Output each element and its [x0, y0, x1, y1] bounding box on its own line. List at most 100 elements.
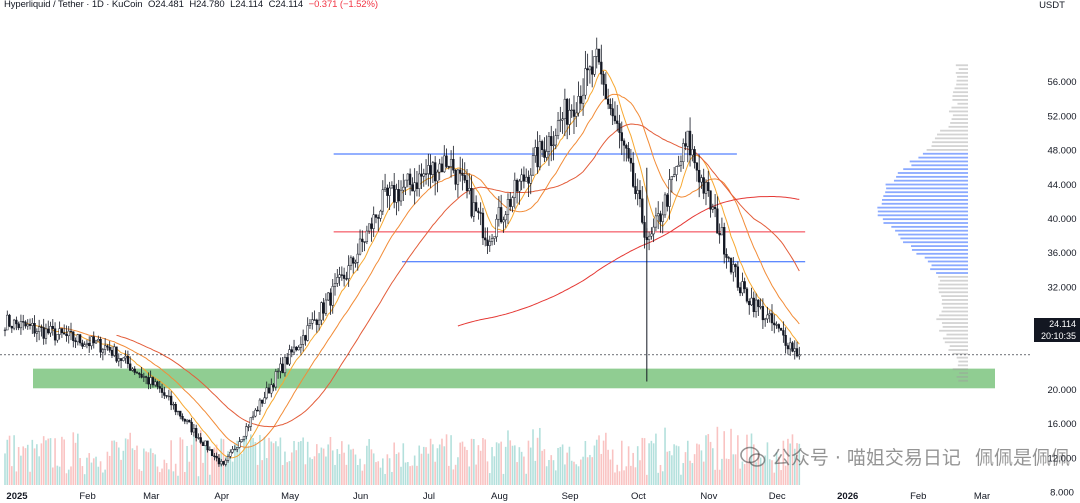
volume-bar [409, 466, 411, 485]
volume-bar [634, 467, 637, 485]
volume-bar [138, 469, 141, 485]
candle-body [320, 302, 323, 321]
candle-body [47, 328, 50, 334]
price-axis: 56.000 52.000 48.000 44.000 40.000 36.000 32.0… [1039, 0, 1076, 499]
volume-bar [643, 438, 646, 485]
candle-body [418, 173, 421, 189]
candle-body [554, 135, 557, 146]
volume-bar [727, 459, 730, 485]
volume-bar [780, 470, 782, 485]
candle-body [490, 238, 494, 242]
candle-body [67, 330, 70, 337]
candle-body [732, 264, 735, 273]
volume-bar [379, 467, 382, 485]
volume-bar [652, 443, 655, 485]
candle-body [768, 313, 771, 316]
volume-bar [686, 440, 689, 485]
volume-bar [427, 453, 430, 485]
volume-bar [618, 471, 621, 485]
volume-bar [209, 474, 211, 485]
volume-bar [117, 447, 120, 485]
volume-bar [227, 451, 229, 485]
candle-body [529, 174, 532, 184]
candle-body [647, 235, 651, 240]
candle-body [110, 350, 114, 356]
volume-bar [436, 448, 439, 485]
candle-body [381, 189, 384, 212]
volume-bar [775, 452, 778, 485]
volume-bar [718, 469, 721, 485]
candle-body [154, 381, 157, 386]
volume-bar [552, 460, 555, 485]
volume-profile-bar [922, 152, 968, 155]
candle-body [179, 410, 182, 417]
volume-bar [20, 455, 22, 485]
volume-profile-bar [956, 356, 968, 359]
volume-profile-bar [951, 106, 968, 109]
volume-bar [550, 455, 553, 485]
candle-body [586, 68, 589, 71]
volume-bar [58, 466, 61, 485]
volume-profile-bar [930, 268, 968, 271]
volume-bar [677, 446, 680, 485]
volume-bar [218, 454, 220, 485]
candle-body [688, 130, 692, 156]
volume-bar [504, 446, 507, 485]
candle-body [613, 115, 617, 122]
chart-header: Hyperliquid / Tether · 1D · KuCoin O24.4… [4, 0, 381, 10]
candle-body [272, 384, 275, 388]
volume-bar [525, 473, 527, 485]
volume-bar [416, 465, 418, 485]
candle-body [770, 313, 774, 324]
candle-body [347, 265, 350, 279]
volume-bar [564, 464, 566, 485]
candle-body [210, 449, 214, 457]
volume-profile-bar [893, 179, 968, 182]
volume-profile-bar [956, 79, 968, 82]
volume-bar [352, 448, 355, 485]
candle-body [174, 403, 177, 413]
volume-profile-bar [942, 337, 968, 340]
volume-bar [67, 469, 70, 485]
candle-body [429, 165, 432, 175]
candle-body [627, 148, 630, 159]
volume-bar [154, 454, 157, 485]
volume-bar [509, 440, 512, 485]
candle-body [677, 164, 680, 167]
candle-body [222, 461, 225, 465]
candle-body [51, 326, 54, 329]
volume-bar [92, 458, 95, 485]
volume-bar [106, 451, 109, 485]
volume-bar [65, 473, 68, 485]
time-tick-label: Jul [423, 491, 435, 502]
volume-bar [36, 444, 38, 485]
candle-body [263, 397, 266, 404]
volume-bar [234, 443, 236, 485]
candle-body [49, 326, 52, 334]
candle-body [424, 173, 428, 175]
volume-profile-bar [942, 325, 968, 328]
candle-body [575, 112, 578, 117]
candle-body [597, 48, 601, 63]
candle-body [759, 306, 762, 308]
volume-bar [188, 461, 191, 485]
candle-body [281, 363, 284, 374]
volume-profile-bar [958, 68, 968, 71]
volume-bar [366, 445, 368, 485]
volume-bar [723, 431, 725, 485]
candle-body [78, 334, 82, 344]
volume-bar [698, 444, 700, 485]
candle-body [267, 387, 271, 394]
candle-body [117, 358, 120, 362]
candle-body [477, 210, 480, 213]
volume-profile-bar [910, 245, 968, 247]
volume-bar [377, 461, 380, 485]
candle-body [31, 323, 34, 326]
candle-body [142, 376, 145, 378]
candle-body [408, 173, 412, 185]
candle-body [88, 342, 91, 347]
volume-bar [86, 457, 88, 485]
candle-body [131, 368, 134, 371]
candle-body [195, 428, 198, 438]
